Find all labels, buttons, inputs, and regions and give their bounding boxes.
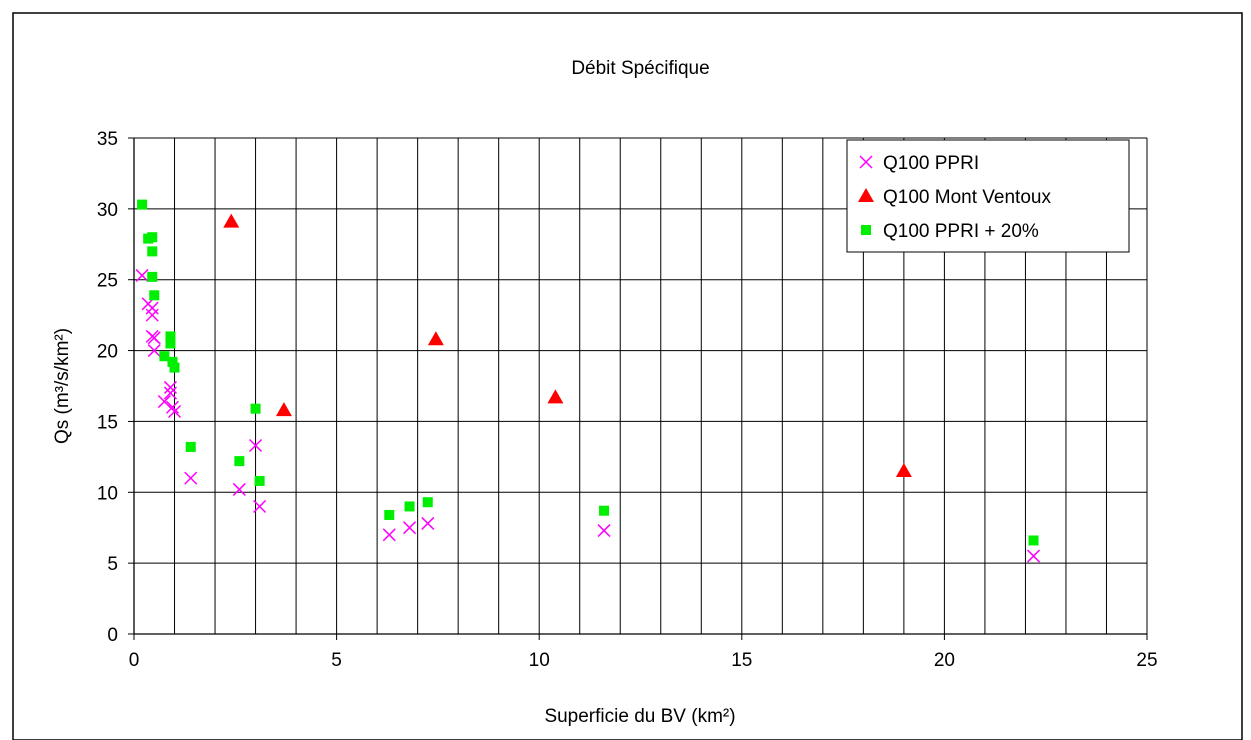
data-point xyxy=(223,213,240,228)
data-point xyxy=(184,471,198,485)
x-tick-label: 15 xyxy=(731,650,752,671)
data-point xyxy=(404,501,415,512)
data-point xyxy=(254,475,265,486)
data-point xyxy=(165,400,180,414)
y-tick-label: 30 xyxy=(97,200,118,221)
x-marker-stroke xyxy=(165,400,180,414)
data-point xyxy=(149,290,160,301)
data-point xyxy=(167,356,178,367)
legend-label: Q100 PPRI + 20% xyxy=(883,221,1039,242)
data-point xyxy=(427,331,444,346)
data-point xyxy=(384,509,395,520)
data-point xyxy=(165,338,176,349)
data-point xyxy=(421,516,435,530)
data-point xyxy=(234,456,245,467)
legend-marker xyxy=(858,188,874,202)
data-point xyxy=(253,499,267,513)
data-point xyxy=(147,246,158,257)
x-marker-stroke xyxy=(167,404,182,419)
y-tick-label: 20 xyxy=(97,342,118,363)
x-tick-label: 25 xyxy=(1136,650,1157,671)
data-point xyxy=(599,505,610,516)
data-point xyxy=(895,463,912,478)
x-tick-label: 20 xyxy=(934,650,955,671)
y-tick-label: 35 xyxy=(97,129,118,150)
data-point xyxy=(1027,549,1041,563)
data-point xyxy=(163,380,177,394)
data-point xyxy=(382,528,396,542)
data-point xyxy=(1028,535,1039,546)
x-marker-stroke xyxy=(145,308,159,322)
data-point xyxy=(275,402,292,417)
data-point xyxy=(232,482,246,496)
data-point xyxy=(147,271,158,282)
x-marker-stroke xyxy=(147,331,161,345)
data-point xyxy=(547,389,564,404)
legend-box xyxy=(846,139,1130,253)
x-tick-label: 5 xyxy=(331,650,342,671)
y-tick-label: 5 xyxy=(107,554,118,575)
data-point xyxy=(157,395,171,409)
data-point xyxy=(250,403,261,414)
x-marker-stroke xyxy=(249,438,263,453)
data-point xyxy=(167,404,182,419)
legend: Q100 PPRI Q100 Mont Ventoux Q100 PPRI + 20… xyxy=(846,139,1130,253)
x-marker-stroke xyxy=(232,482,246,496)
data-point xyxy=(159,351,170,362)
data-point xyxy=(147,331,161,345)
series-2 xyxy=(223,213,912,478)
chart-title: Débit Spécifique xyxy=(571,58,709,79)
y-tick-label: 0 xyxy=(107,625,118,646)
x-marker-stroke xyxy=(135,268,149,282)
x-marker-stroke xyxy=(163,380,177,394)
x-marker-stroke xyxy=(597,524,611,538)
data-point xyxy=(163,386,177,400)
x-marker-stroke xyxy=(147,344,161,358)
data-point xyxy=(137,199,148,210)
data-point xyxy=(403,521,417,535)
y-tick-label: 10 xyxy=(97,483,118,504)
y-tick-label: 15 xyxy=(97,412,118,433)
x-marker-stroke xyxy=(163,386,177,400)
legend-marker xyxy=(861,225,871,235)
x-marker-stroke xyxy=(859,155,873,169)
data-point xyxy=(597,524,611,538)
axes: 0 5 10 15 20 25 0 5 10 15 20 25 30 35 xyxy=(97,129,1158,671)
data-points xyxy=(135,199,1041,563)
legend-label: Q100 Mont Ventoux xyxy=(883,187,1051,208)
x-tick-label: 10 xyxy=(529,650,550,671)
data-point xyxy=(422,497,433,508)
legend-label: Q100 PPRI xyxy=(883,153,979,174)
y-tick-label: 25 xyxy=(97,271,118,292)
x-marker-stroke xyxy=(1027,549,1041,563)
x-marker-stroke xyxy=(184,471,198,485)
data-point xyxy=(169,362,180,373)
x-marker-stroke xyxy=(403,521,417,535)
series-3 xyxy=(137,199,1039,546)
data-point xyxy=(135,268,149,282)
data-point xyxy=(185,441,196,452)
y-axis-title: Qs (m³/s/km²) xyxy=(52,328,73,444)
data-point xyxy=(249,438,263,453)
x-tick-label: 0 xyxy=(129,650,140,671)
x-marker-stroke xyxy=(421,516,435,530)
data-point xyxy=(147,344,161,358)
data-point xyxy=(145,308,159,322)
x-marker-stroke xyxy=(157,395,171,409)
x-marker-stroke xyxy=(253,499,267,513)
data-point xyxy=(147,232,158,243)
x-axis-title: Superficie du BV (km²) xyxy=(544,706,735,727)
x-marker-stroke xyxy=(382,528,396,542)
legend-marker xyxy=(859,155,873,169)
data-point xyxy=(165,331,176,342)
